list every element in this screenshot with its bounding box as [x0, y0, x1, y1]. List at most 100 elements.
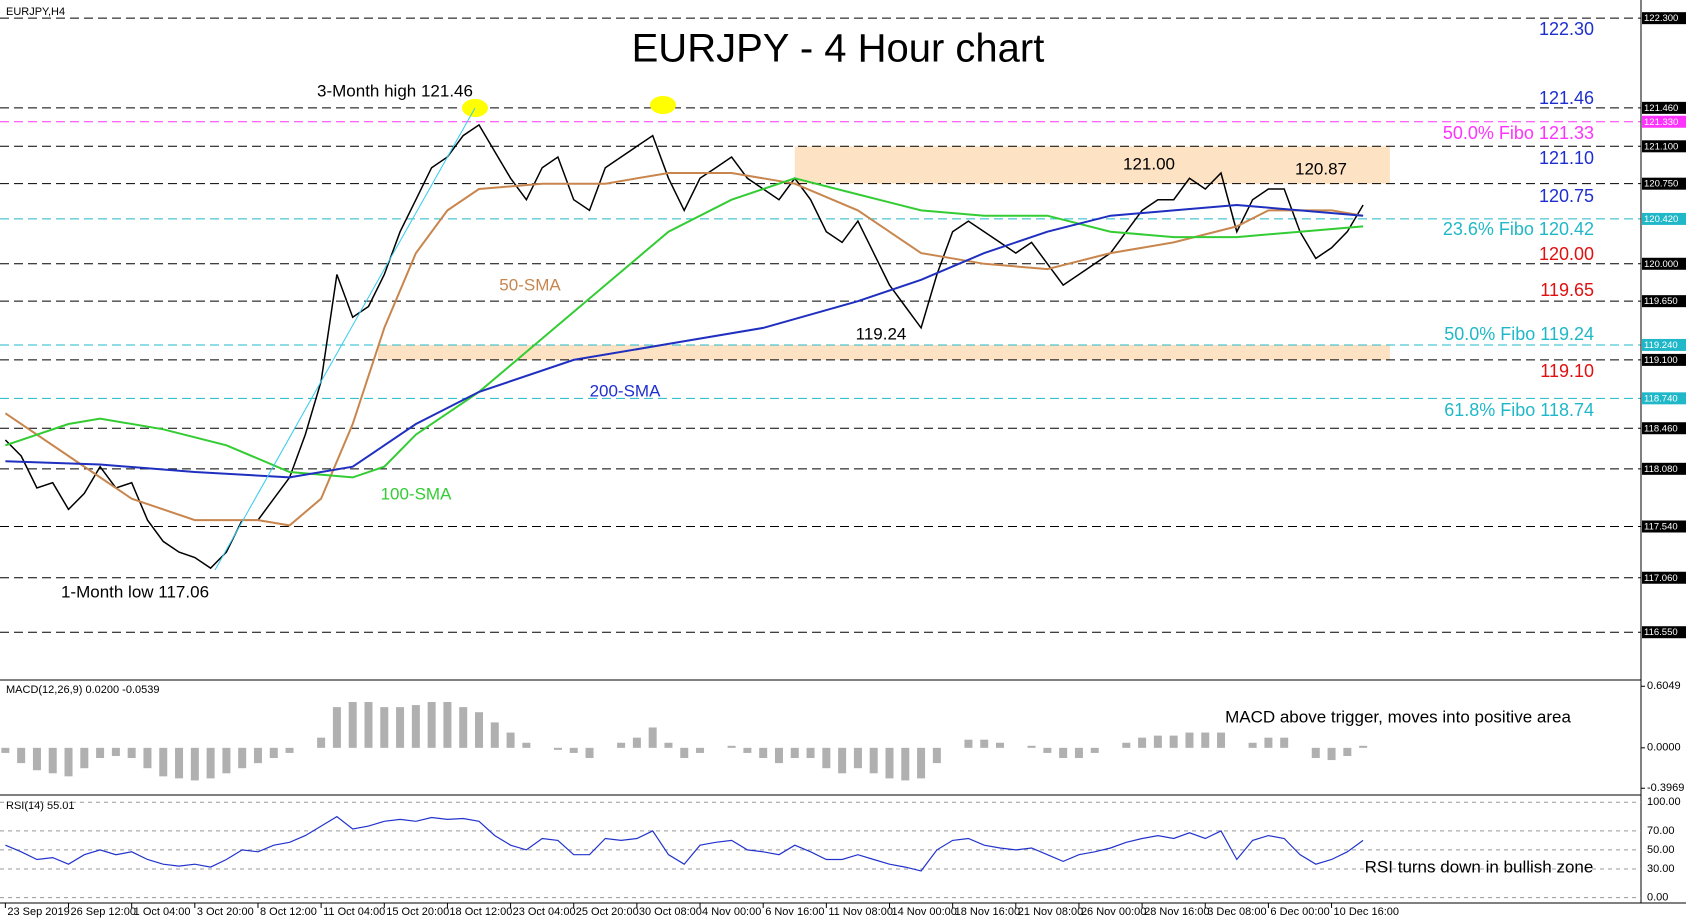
- x-tick-label: 26 Sep 12:00: [71, 906, 136, 918]
- level-box: [1642, 115, 1686, 128]
- macd-bar: [206, 747, 215, 779]
- level-box: [1642, 520, 1686, 533]
- macd-bar: [32, 747, 41, 771]
- macd-bar: [490, 722, 499, 748]
- macd-bar: [190, 747, 199, 781]
- level-box: [1642, 571, 1686, 584]
- annotation: 50.0% Fibo 121.33: [1443, 123, 1594, 143]
- macd-bar: [553, 747, 562, 750]
- y-tick-label: 117.540: [1644, 522, 1678, 533]
- macd-bar: [696, 747, 705, 753]
- rsi-tick-label: 0.00: [1647, 891, 1668, 903]
- symbol-label: EURJPY,H4: [6, 6, 65, 18]
- line: [5, 177, 1364, 479]
- level-box: [1642, 257, 1686, 270]
- macd-bar: [869, 747, 878, 774]
- annotation: 121.46: [1539, 88, 1594, 108]
- y-tick-label: 119.100: [1644, 355, 1678, 366]
- macd-bar: [411, 705, 420, 748]
- x-tick-label: 11 Nov 08:00: [828, 906, 893, 918]
- chart-title: EURJPY - 4 Hour chart: [632, 27, 1045, 71]
- y-tick-label: 117.060: [1644, 573, 1678, 584]
- macd-bar: [459, 707, 468, 748]
- rsi-tick-label: 100.00: [1647, 796, 1681, 808]
- annotation: 119.65: [1540, 280, 1594, 300]
- trend-line: [214, 107, 476, 571]
- macd-bar: [96, 747, 105, 759]
- rsi-tick-label: 50.00: [1647, 844, 1675, 856]
- macd-bar: [427, 702, 436, 748]
- annotation: 120.00: [1539, 244, 1594, 264]
- macd-bar: [80, 747, 89, 769]
- macd-bar: [111, 747, 120, 756]
- x-tick-label: 4 Nov 00:00: [702, 906, 761, 918]
- macd-bar: [1343, 747, 1352, 756]
- zone: [377, 344, 1390, 360]
- macd-bar: [1122, 742, 1131, 748]
- macd-bar: [1311, 747, 1320, 759]
- macd-bar: [648, 727, 657, 748]
- macd-bar: [996, 742, 1005, 748]
- macd-bar: [332, 707, 341, 748]
- macd-bar: [790, 747, 799, 759]
- macd-bar: [1043, 747, 1052, 753]
- level-box: [1642, 212, 1686, 225]
- macd-tick-label: 0.6049: [1647, 680, 1681, 692]
- macd-bar: [1280, 737, 1289, 748]
- macd-bar: [632, 737, 641, 748]
- macd-bar: [443, 702, 452, 748]
- level-box: [1642, 12, 1686, 25]
- annotation: 122.30: [1539, 19, 1594, 39]
- macd-bar: [774, 747, 783, 764]
- annotation: RSI turns down in bullish zone: [1365, 857, 1594, 876]
- macd-bar: [727, 745, 736, 748]
- y-tick-label: 121.100: [1644, 141, 1678, 152]
- macd-bar: [759, 747, 768, 759]
- macd-bar: [617, 742, 626, 748]
- y-tick-label: 120.750: [1644, 179, 1678, 190]
- annotation: 61.8% Fibo 118.74: [1444, 400, 1594, 420]
- macd-bar: [317, 737, 326, 748]
- macd-bar: [17, 747, 26, 764]
- macd-bar: [1327, 747, 1336, 761]
- level-box: [1642, 462, 1686, 475]
- x-tick-label: 30 Oct 08:00: [639, 906, 702, 918]
- macd-bar: [285, 747, 294, 753]
- macd-bar: [1074, 747, 1083, 759]
- x-tick-label: 3 Dec 08:00: [1207, 906, 1266, 918]
- y-tick-label: 118.740: [1644, 393, 1678, 404]
- macd-bar: [885, 747, 894, 779]
- macd-bar: [1248, 742, 1257, 748]
- macd-bar: [238, 747, 247, 769]
- x-tick-label: 3 Oct 20:00: [197, 906, 254, 918]
- x-tick-label: 25 Oct 20:00: [576, 906, 639, 918]
- macd-bar: [522, 742, 531, 748]
- macd-bar: [1059, 747, 1068, 759]
- macd-bar: [475, 712, 484, 748]
- macd-bar: [569, 747, 578, 753]
- macd-bar: [64, 747, 73, 777]
- annotation: 200-SMA: [590, 381, 662, 400]
- level-box: [1642, 101, 1686, 114]
- macd-bar: [143, 747, 152, 769]
- level-box: [1642, 140, 1686, 153]
- level-box: [1642, 177, 1686, 190]
- macd-bar: [175, 747, 184, 779]
- plot: [4, 123, 1364, 570]
- annotation: MACD above trigger, moves into positive …: [1225, 707, 1571, 726]
- annotation: 121.10: [1539, 148, 1594, 168]
- zone: [794, 146, 1390, 184]
- macd-bar: [806, 747, 815, 759]
- y-tick-label: 118.460: [1644, 423, 1678, 434]
- macd-bar: [380, 707, 389, 748]
- macd-bar: [680, 747, 689, 759]
- macd-bar: [222, 747, 231, 774]
- macd-tick-label: 0.0000: [1647, 742, 1681, 754]
- level-box: [1642, 338, 1686, 351]
- level-box: [1642, 353, 1686, 366]
- y-tick-label: 118.080: [1644, 464, 1678, 475]
- y-tick-label: 116.550: [1644, 627, 1678, 638]
- macd-bar: [1217, 732, 1226, 748]
- y-tick-label: 120.000: [1644, 259, 1678, 270]
